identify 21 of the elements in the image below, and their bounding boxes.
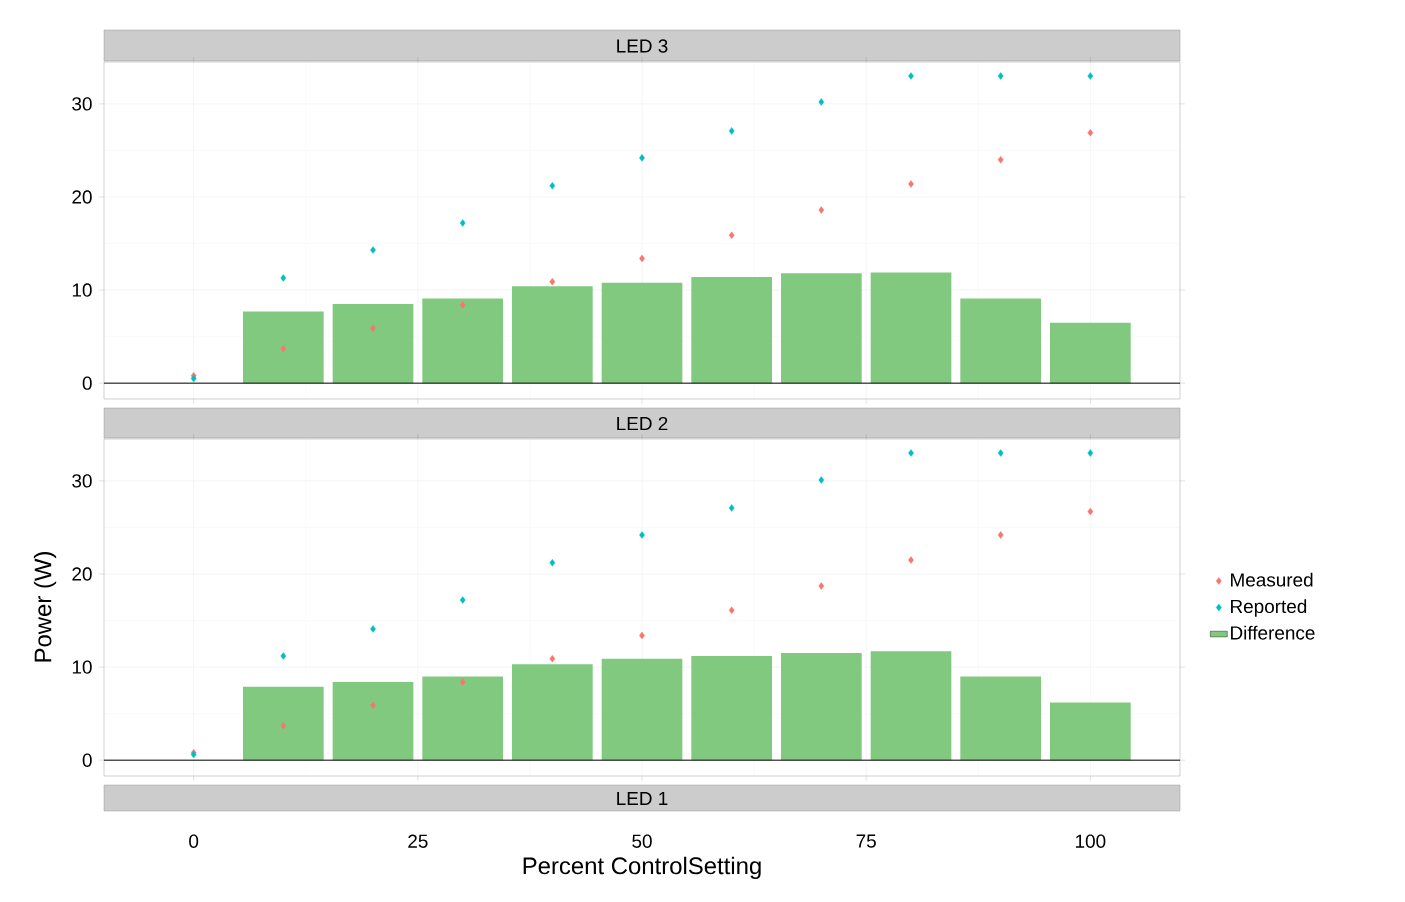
x-tick-label: 25 <box>408 834 428 848</box>
chart-title: LED 2 <box>617 416 668 431</box>
y-tick-label: 0 <box>82 376 92 390</box>
y-axis-title: Power (W) <box>33 552 57 662</box>
text: LED 1 <box>617 791 668 806</box>
y-tick-label: 10 <box>72 660 92 674</box>
legend-label: Difference <box>1231 625 1315 640</box>
x-axis-title: Percent ControlSetting <box>523 856 761 880</box>
y-tick-label: 30 <box>72 474 92 488</box>
y-tick-label: 20 <box>72 567 92 581</box>
y-tick-label: 20 <box>72 190 92 204</box>
legend-label: Reported <box>1231 599 1307 617</box>
y-tick-label: 10 <box>72 283 92 297</box>
chart-title: LED 3 <box>617 39 668 53</box>
y-tick-label: 30 <box>72 97 92 111</box>
x-tick-label: 50 <box>632 834 652 848</box>
legend-label: Measured <box>1231 572 1313 587</box>
y-tick-label: 0 <box>82 753 92 767</box>
x-tick-label: 0 <box>189 834 199 848</box>
x-tick-label: 75 <box>856 834 876 848</box>
x-tick-label: 100 <box>1075 834 1106 848</box>
